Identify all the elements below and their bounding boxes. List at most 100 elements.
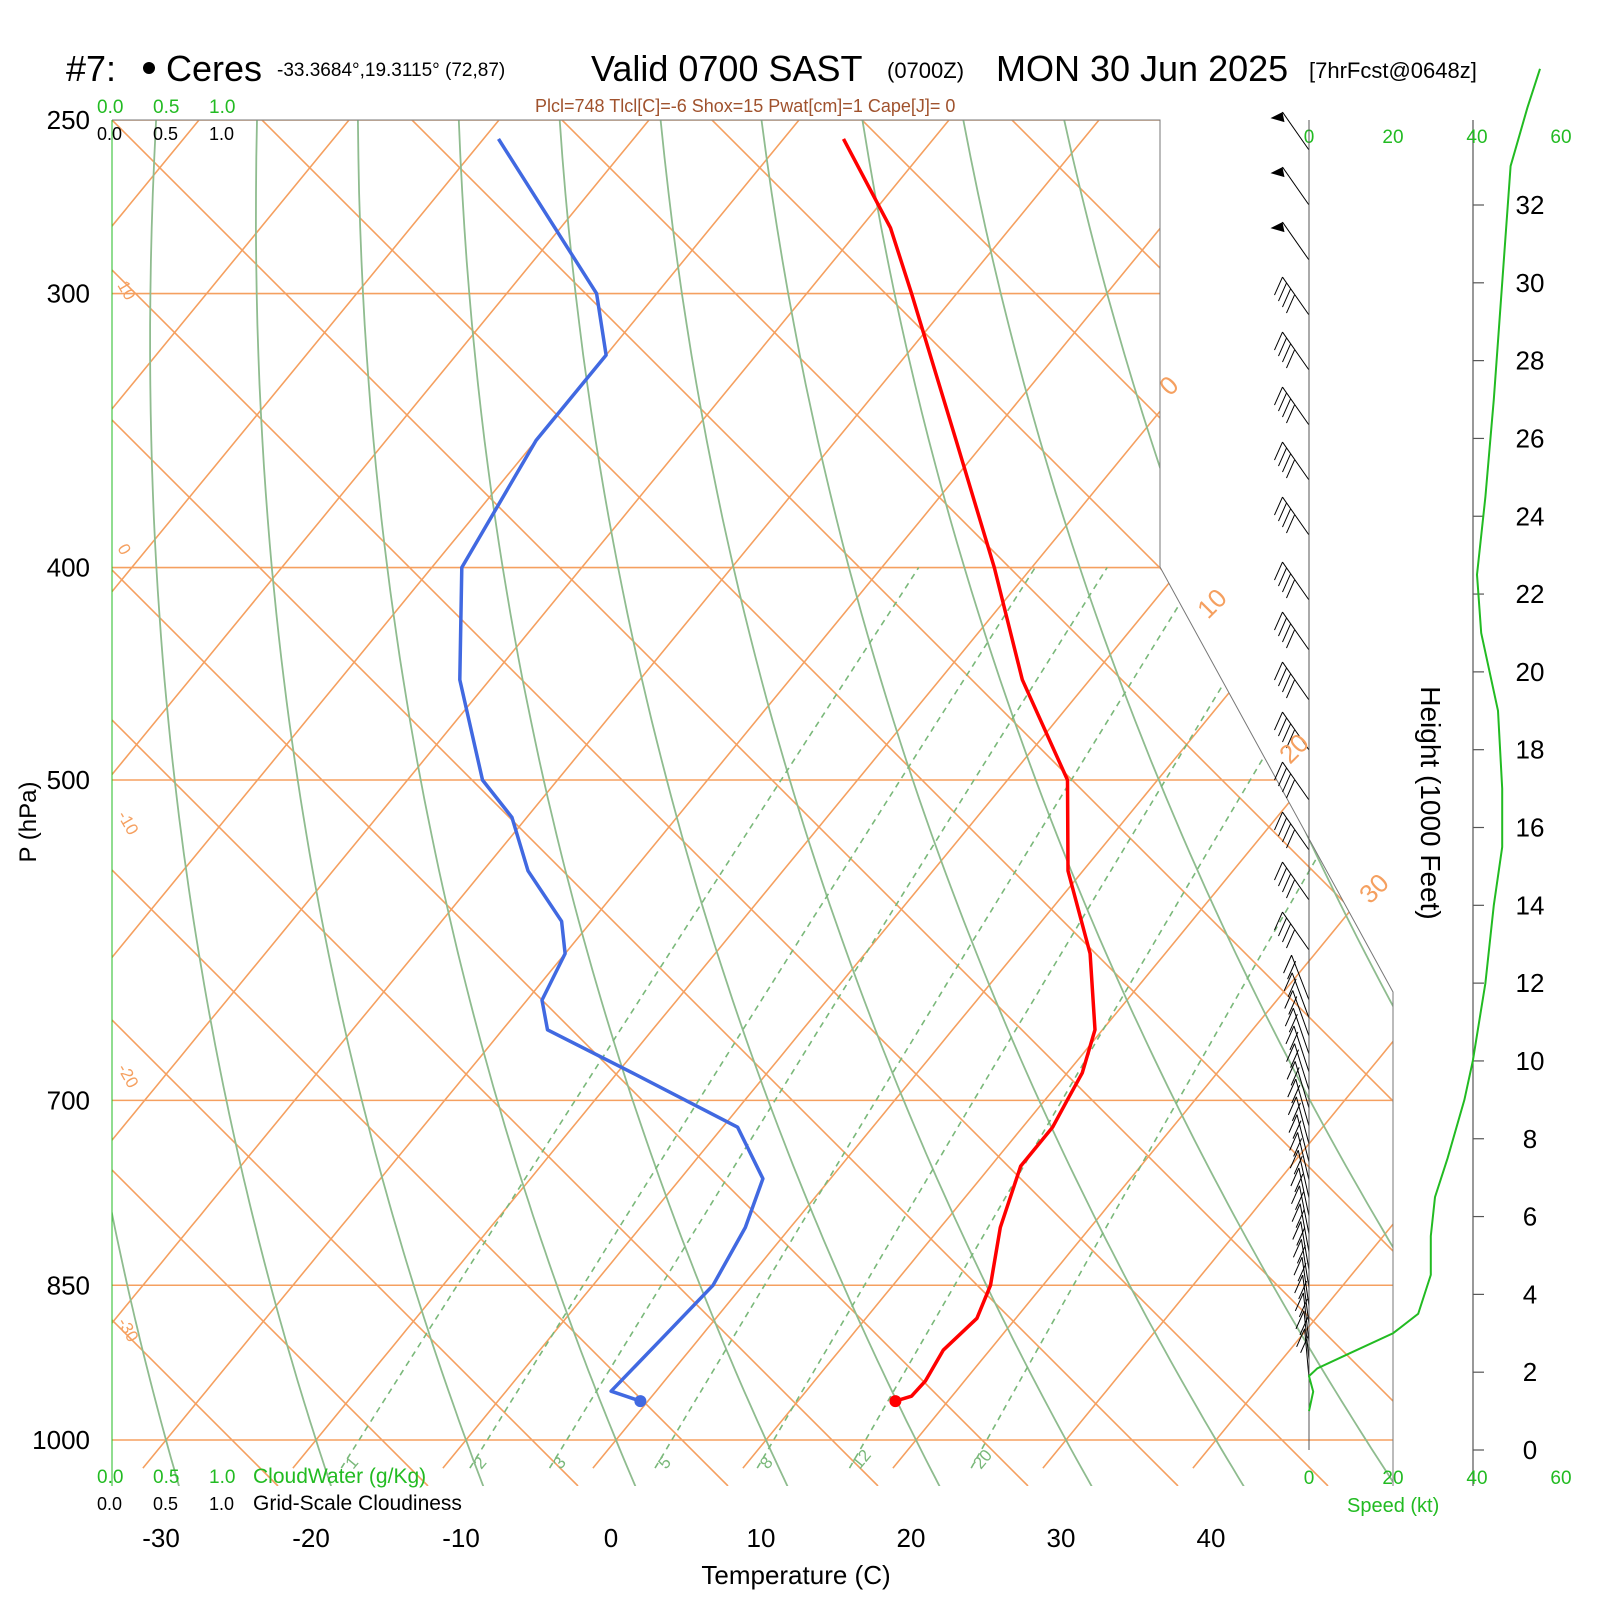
wind-barb-icon <box>1292 1239 1310 1289</box>
pressure-axis-title: P (hPa) <box>15 782 42 863</box>
thickness-line <box>112 120 879 1486</box>
plot-frame <box>111 119 1394 1486</box>
barb-feather <box>1278 502 1287 522</box>
barb-staff <box>1282 496 1310 536</box>
dewpoint-profile-surface-dot <box>634 1395 647 1408</box>
temperature-tick-label: 40 <box>1197 1523 1226 1553</box>
barb-pennant <box>1270 112 1285 123</box>
isotherm-label: -30 <box>114 1315 143 1346</box>
barb-pennant <box>1270 222 1285 233</box>
pressure-tick-label: 250 <box>47 105 90 135</box>
valid-date: MON 30 Jun 2025 <box>996 48 1288 89</box>
barb-feather <box>1293 1156 1303 1175</box>
height-tick-label: 2 <box>1523 1357 1537 1387</box>
barb-feather <box>1294 1173 1304 1193</box>
barb-feather <box>1286 404 1295 424</box>
barb-feather <box>1284 1007 1294 1027</box>
barb-staff <box>1282 111 1310 151</box>
barb-feather <box>1290 1049 1300 1068</box>
pressure-tick-label: 500 <box>47 765 90 795</box>
barb-feather <box>1274 386 1283 406</box>
barb-feather <box>1284 990 1294 1009</box>
wind-barb-icon <box>1274 386 1310 426</box>
barb-feather <box>1278 667 1287 687</box>
wind-barb-icon <box>1274 861 1310 901</box>
barb-feather <box>1286 1043 1296 1062</box>
isotherm-line <box>112 120 650 1469</box>
wind-barb-icon <box>1296 1328 1310 1379</box>
barb-feather <box>1282 723 1291 743</box>
barb-staff <box>1282 386 1310 426</box>
wind-barb-icon <box>1274 496 1310 536</box>
dry-adiabat-line <box>861 120 1393 1486</box>
dewpoint-profile <box>458 137 765 1403</box>
barb-feather <box>1289 1150 1299 1169</box>
barb-feather <box>1292 1239 1302 1258</box>
barb-feather <box>1282 623 1291 643</box>
wind-barb-icon <box>1270 221 1310 261</box>
barb-feather <box>1297 1263 1307 1282</box>
barb-feather <box>1278 767 1287 787</box>
cloud-scale-tick: 1.0 <box>209 1494 234 1514</box>
barb-feather <box>1278 282 1287 302</box>
isotherm-line <box>142 120 1250 1469</box>
barb-staff <box>1295 1096 1310 1145</box>
barb-feather <box>1293 1138 1303 1157</box>
barb-feather <box>1290 1167 1300 1187</box>
speed-tick-label: 40 <box>1466 1468 1487 1489</box>
height-tick-label: 8 <box>1523 1124 1537 1154</box>
barb-feather <box>1274 611 1283 631</box>
temperature-tick-label: 20 <box>897 1523 926 1553</box>
cloud-scale-tick: 0.5 <box>153 1467 179 1488</box>
thickness-line <box>112 120 1029 1486</box>
barb-feather <box>1296 1245 1306 1264</box>
dry-adiabat-line <box>357 120 637 1486</box>
barb-feather <box>1274 811 1283 831</box>
barb-feather <box>1283 954 1293 974</box>
barb-feather <box>1282 873 1291 893</box>
barb-feather <box>1299 1316 1309 1336</box>
barb-feather <box>1287 978 1297 998</box>
wind-barb-icon <box>1274 441 1310 481</box>
barb-feather <box>1286 294 1295 314</box>
isotherm-line <box>1042 120 1393 1469</box>
barb-feather <box>1286 459 1295 479</box>
barb-staff <box>1282 911 1310 951</box>
height-tick-label: 10 <box>1516 1046 1545 1076</box>
barb-staff <box>1294 1043 1310 1091</box>
barb-feather <box>1285 1025 1295 1045</box>
cloud-scale-tick: 0.0 <box>97 1494 122 1514</box>
wind-barb-icon <box>1274 911 1310 951</box>
height-tick-label: 4 <box>1523 1279 1537 1309</box>
barb-staff <box>1282 811 1310 851</box>
speed-tick-label: 20 <box>1382 127 1403 148</box>
barb-staff <box>1302 1275 1310 1325</box>
wind-barb-icon <box>1290 1167 1310 1217</box>
wind-barb-icon <box>1294 1292 1310 1343</box>
dry-adiabat-line <box>149 120 333 1486</box>
barb-feather <box>1286 629 1295 649</box>
isotherm-label: 10 <box>1191 583 1233 625</box>
height-tick-label: 12 <box>1516 968 1545 998</box>
station-dot-icon <box>143 62 155 74</box>
isotherm-line <box>742 120 1393 1469</box>
barb-feather <box>1296 1227 1306 1246</box>
wind-barb-icon <box>1292 1221 1310 1271</box>
wind-barb-icon <box>1284 1007 1310 1055</box>
barb-staff <box>1282 711 1310 751</box>
barb-feather <box>1274 711 1283 731</box>
background-lines <box>112 120 1393 1486</box>
cloudwater-label: CloudWater (g/Kg) <box>253 1465 426 1488</box>
height-tick-label: 28 <box>1516 346 1545 376</box>
barb-feather <box>1288 996 1298 1015</box>
isotherm-label: 30 <box>1353 868 1395 910</box>
cloudiness-label: Grid-Scale Cloudiness <box>253 1492 462 1515</box>
cloud-scale-tick: 0.0 <box>97 97 123 118</box>
wind-barb-icon <box>1274 331 1310 371</box>
speed-tick-label: 60 <box>1550 1468 1571 1489</box>
barb-feather <box>1288 1114 1298 1133</box>
thickness-line <box>861 120 1393 1486</box>
barb-pennant <box>1270 167 1285 178</box>
